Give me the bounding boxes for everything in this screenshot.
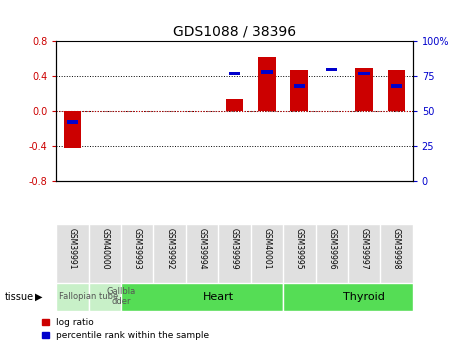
Bar	[67, 120, 78, 124]
Bar	[258, 57, 276, 111]
Text: ▶: ▶	[35, 292, 43, 302]
Bar	[56, 283, 89, 310]
Text: GSM39992: GSM39992	[165, 228, 174, 270]
Text: Gallbla
dder: Gallbla dder	[106, 287, 136, 306]
Text: GSM39999: GSM39999	[230, 228, 239, 270]
Bar	[326, 68, 337, 71]
Text: Thyroid: Thyroid	[343, 292, 385, 302]
Bar	[121, 283, 283, 310]
Bar	[290, 70, 308, 111]
Bar	[64, 111, 82, 148]
Text: GSM39998: GSM39998	[392, 228, 401, 270]
Bar	[387, 70, 405, 111]
Text: GSM39993: GSM39993	[133, 228, 142, 270]
Text: tissue: tissue	[5, 292, 34, 302]
Text: GSM40000: GSM40000	[100, 228, 109, 270]
Bar	[261, 70, 272, 74]
Text: GSM39997: GSM39997	[360, 228, 369, 270]
Text: Fallopian tube: Fallopian tube	[59, 292, 118, 301]
Bar	[391, 84, 402, 88]
Text: GSM39991: GSM39991	[68, 228, 77, 270]
Bar	[294, 84, 305, 88]
Bar	[226, 99, 243, 111]
Title: GDS1088 / 38396: GDS1088 / 38396	[173, 25, 296, 39]
Bar	[355, 68, 373, 111]
Legend: log ratio, percentile rank within the sample: log ratio, percentile rank within the sa…	[42, 318, 210, 341]
Bar	[358, 72, 370, 75]
Text: GSM39995: GSM39995	[295, 228, 304, 270]
Text: GSM40001: GSM40001	[262, 228, 272, 270]
Bar	[283, 283, 413, 310]
Bar	[89, 283, 121, 310]
Bar	[229, 72, 240, 75]
Text: Heart: Heart	[203, 292, 234, 302]
Text: GSM39994: GSM39994	[197, 228, 207, 270]
Text: GSM39996: GSM39996	[327, 228, 336, 270]
